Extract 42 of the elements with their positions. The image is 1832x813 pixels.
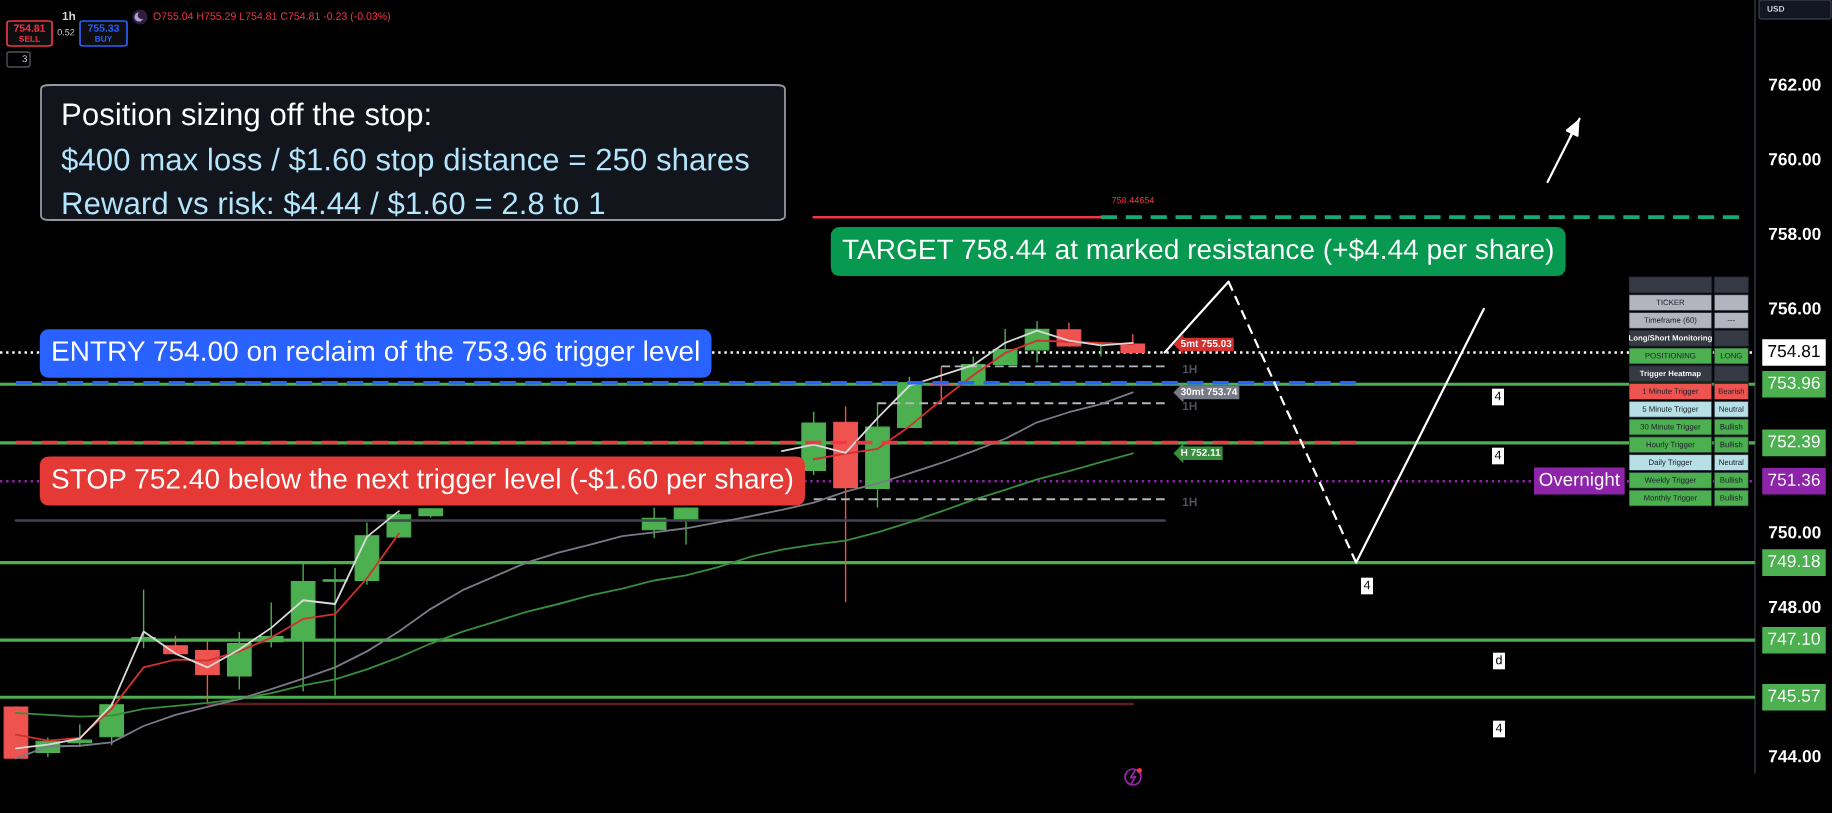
text: H 752.11 bbox=[1181, 448, 1221, 456]
y-tick-label: 750.00 bbox=[1768, 526, 1821, 539]
annotation: d bbox=[1496, 655, 1502, 665]
ref-line-label: 754.81 bbox=[1768, 344, 1820, 358]
series-label: 1H bbox=[1182, 497, 1197, 506]
ref-line-label: 752.39 bbox=[1768, 435, 1820, 448]
annotation: Overnight bbox=[1539, 472, 1620, 490]
annotation: ENTRY 754.00 on reclaim of the 753.96 trigger level bbox=[53, 340, 699, 367]
ref-line-label: 751.36 bbox=[1768, 473, 1820, 486]
annotation: 4 bbox=[1363, 580, 1371, 590]
annotation: TARGET 758.44 at marked resistance (+$4.44 per share) bbox=[842, 238, 1553, 265]
annotation: Position sizing off the stop: bbox=[63, 102, 430, 132]
ref-line-label: 749.18 bbox=[1768, 554, 1820, 568]
ref-line-label: 747.10 bbox=[1768, 632, 1820, 645]
annotation: BUY bbox=[95, 35, 113, 42]
y-tick-label: 748.00 bbox=[1768, 600, 1821, 614]
annotation: 4 bbox=[1494, 450, 1502, 460]
ref-line-label: 753.96 bbox=[1768, 376, 1820, 389]
annotation: 758.44654 bbox=[1112, 197, 1155, 204]
text: O755.04 H755.29 L754.81 C754.81 -0.23 (-0.03%) bbox=[153, 12, 391, 22]
y-tick-label: 756.00 bbox=[1768, 302, 1821, 315]
annotation: STOP 752.40 below the next trigger level (-$1.60 per share) bbox=[52, 467, 793, 495]
series-label: 1H bbox=[1182, 401, 1197, 411]
y-tick-label: 744.00 bbox=[1768, 750, 1821, 763]
annotation: 755.33 bbox=[88, 24, 120, 32]
text: 30mt 753.74 bbox=[1180, 388, 1238, 396]
annotation: 4 bbox=[1495, 723, 1503, 733]
annotation: 754.81 bbox=[14, 24, 46, 32]
text: USD bbox=[1767, 5, 1785, 12]
y-tick-label: 762.00 bbox=[1768, 78, 1821, 91]
y-tick-label: 758.00 bbox=[1768, 227, 1821, 240]
annotation: 4 bbox=[1494, 391, 1502, 401]
annotation: $400 max loss / $1.60 stop distance = 250 shares bbox=[61, 147, 749, 177]
ref-line-label: 745.57 bbox=[1768, 689, 1820, 702]
annotation: 3 bbox=[22, 55, 27, 63]
annotation: Reward vs risk: $4.44 / $1.60 = 2.8 to 1 bbox=[63, 190, 605, 217]
text: 5mt 755.03 bbox=[1180, 339, 1232, 348]
annotation: 0.52 bbox=[57, 29, 75, 36]
text: 1h bbox=[62, 11, 76, 21]
series-label: 1H bbox=[1182, 365, 1197, 374]
y-tick-label: 760.00 bbox=[1768, 153, 1821, 166]
annotation: SELL bbox=[19, 35, 40, 42]
